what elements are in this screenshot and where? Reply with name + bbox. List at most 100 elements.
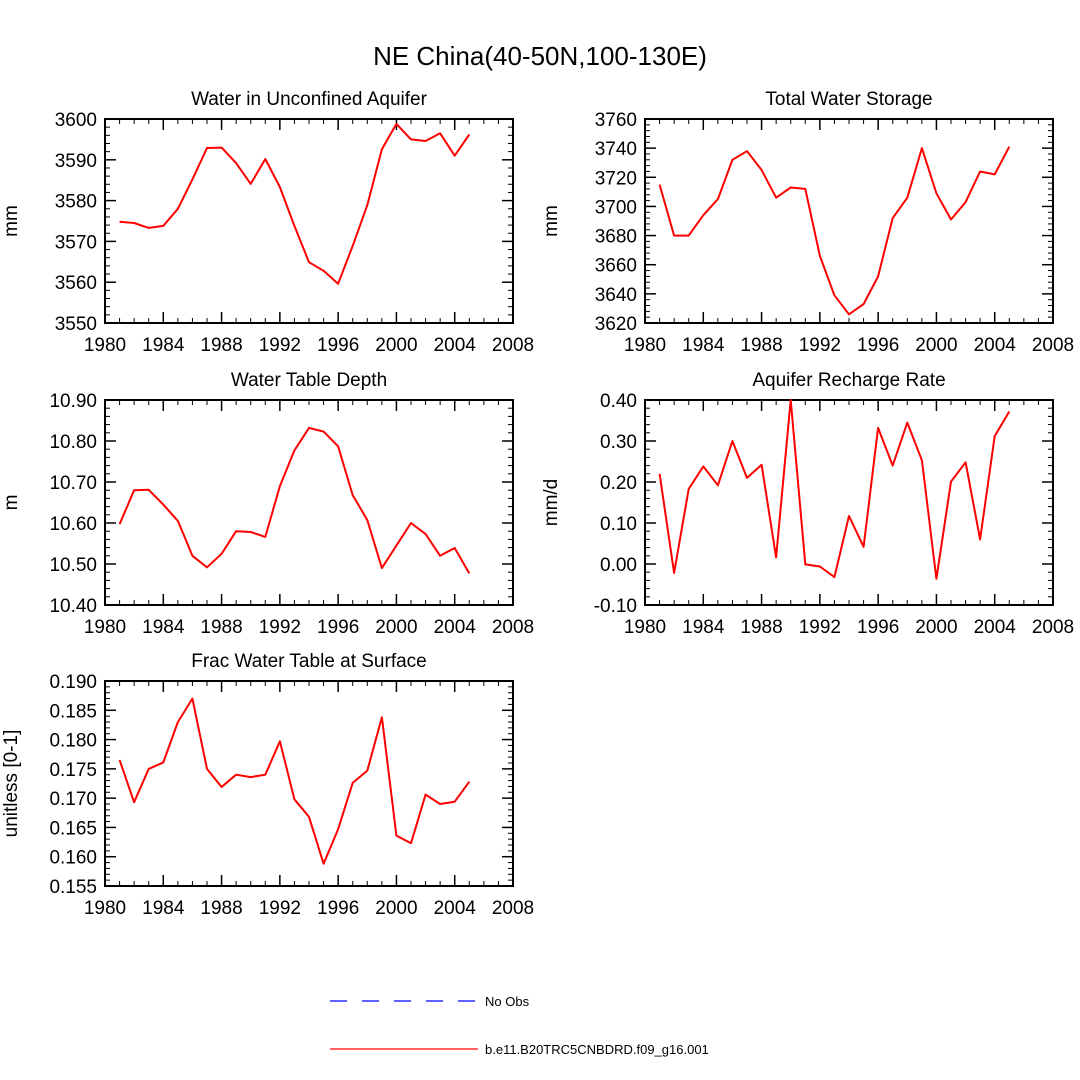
x-tick-label: 1996 <box>317 335 359 356</box>
plot-frame <box>104 399 514 606</box>
x-tick-label: 2008 <box>1032 335 1074 356</box>
y-tick-label: 0.00 <box>600 555 637 576</box>
x-tick-label: 1996 <box>857 335 899 356</box>
y-axis-label: mm <box>541 205 562 237</box>
x-tick-label: 1988 <box>200 617 242 638</box>
y-tick-label: 3720 <box>595 168 637 189</box>
legend-label: No Obs <box>485 994 530 1009</box>
y-tick-label: 3600 <box>55 110 97 131</box>
y-tick-label: 3580 <box>55 192 97 213</box>
x-tick-label: 2000 <box>915 617 957 638</box>
x-tick-label: 2000 <box>375 617 417 638</box>
panels: Water in Unconfined Aquifer mm 1980 1984 198… <box>1 89 1074 919</box>
panel-title: Total Water Storage <box>765 89 932 110</box>
panel-2: Water Table Depth m 1980 1984 1988 1992 1996 20… <box>1 370 534 638</box>
y-axis-label: mm/d <box>541 479 562 527</box>
panel-title: Aquifer Recharge Rate <box>752 370 945 391</box>
y-axis-label: unitless [0-1] <box>1 730 22 838</box>
x-tick-label: 1988 <box>200 335 242 356</box>
y-tick-label: 3550 <box>55 314 97 335</box>
y-tick-label: 3560 <box>55 273 97 294</box>
y-tick-label: 3620 <box>595 314 637 335</box>
x-tick-label: 1980 <box>84 617 126 638</box>
x-tick-label: 1980 <box>84 898 126 919</box>
y-tick-label: 0.180 <box>49 731 97 752</box>
series-line-0 <box>118 697 471 865</box>
y-tick-label: 3700 <box>595 197 637 218</box>
x-tick-label: 2004 <box>434 617 477 638</box>
x-tick-label: 2004 <box>434 335 477 356</box>
y-tick-label: 3760 <box>595 110 637 131</box>
y-tick-label: 10.90 <box>49 391 97 412</box>
x-tick-label: 1992 <box>259 898 301 919</box>
x-tick-label: 1984 <box>142 335 185 356</box>
y-tick-label: 0.185 <box>49 701 97 722</box>
x-tick-label: 2000 <box>915 335 957 356</box>
x-tick-label: 2008 <box>492 335 534 356</box>
panel-3: Aquifer Recharge Rate mm/d 1980 1984 1988 199… <box>541 370 1074 638</box>
y-axis-label: mm <box>1 205 22 237</box>
panel-title: Water in Unconfined Aquifer <box>191 89 428 110</box>
figure-title: NE China(40-50N,100-130E) <box>373 41 707 71</box>
x-tick-label: 1980 <box>84 335 126 356</box>
y-tick-label: 0.170 <box>49 789 97 810</box>
legend: No Obs b.e11.B20TRC5CNBDRD.f09_g16.001 <box>330 994 709 1057</box>
y-tick-label: 10.70 <box>49 473 97 494</box>
panel-title: Frac Water Table at Surface <box>191 651 427 672</box>
panel-4: Frac Water Table at Surface unitless [0-1… <box>1 651 534 919</box>
x-tick-label: 2004 <box>434 898 477 919</box>
x-tick-label: 1996 <box>317 898 359 919</box>
x-tick-label: 1992 <box>799 617 841 638</box>
y-tick-label: 3680 <box>595 227 637 248</box>
y-tick-label: 0.20 <box>600 473 637 494</box>
y-tick-label: 0.175 <box>49 760 97 781</box>
legend-label: b.e11.B20TRC5CNBDRD.f09_g16.001 <box>485 1042 709 1057</box>
x-tick-label: 2004 <box>974 617 1017 638</box>
x-tick-label: 1996 <box>857 617 899 638</box>
y-tick-label: 0.30 <box>600 432 637 453</box>
x-tick-label: 1992 <box>799 335 841 356</box>
y-tick-label: 10.50 <box>49 555 97 576</box>
y-tick-label: 10.40 <box>49 596 97 617</box>
plot-frame <box>104 680 514 887</box>
y-tick-label: 10.60 <box>49 514 97 535</box>
y-tick-label: 0.10 <box>600 514 637 535</box>
series-line-0 <box>118 426 471 574</box>
plot-frame <box>644 399 1054 606</box>
x-tick-label: 2008 <box>1032 617 1074 638</box>
series-line-0 <box>658 146 1011 316</box>
x-tick-label: 2008 <box>492 617 534 638</box>
y-tick-label: 10.80 <box>49 432 97 453</box>
x-tick-label: 2000 <box>375 335 417 356</box>
y-tick-label: 3570 <box>55 232 97 253</box>
x-tick-label: 1984 <box>142 898 185 919</box>
x-tick-label: 2008 <box>492 898 534 919</box>
x-tick-label: 2000 <box>375 898 417 919</box>
y-tick-label: 3640 <box>595 285 637 306</box>
y-tick-label: 0.155 <box>49 877 97 898</box>
x-tick-label: 1980 <box>624 617 666 638</box>
series-line-0 <box>658 399 1011 580</box>
x-tick-label: 1980 <box>624 335 666 356</box>
x-tick-label: 1988 <box>740 617 782 638</box>
y-tick-label: 0.190 <box>49 672 97 693</box>
x-tick-label: 1984 <box>142 617 185 638</box>
y-tick-label: 0.40 <box>600 391 637 412</box>
x-tick-label: 1988 <box>740 335 782 356</box>
y-tick-label: 0.160 <box>49 848 97 869</box>
x-tick-label: 1992 <box>259 617 301 638</box>
y-tick-label: 3590 <box>55 151 97 172</box>
x-tick-label: 1984 <box>682 617 725 638</box>
x-tick-label: 1988 <box>200 898 242 919</box>
panel-1: Total Water Storage mm 1980 1984 1988 1992 199… <box>541 89 1074 356</box>
y-tick-label: -0.10 <box>594 596 637 617</box>
y-tick-label: 3660 <box>595 256 637 277</box>
x-tick-label: 2004 <box>974 335 1017 356</box>
x-tick-label: 1984 <box>682 335 725 356</box>
plot-frame <box>644 118 1054 324</box>
series-line-0 <box>119 122 471 285</box>
legend-item-0: No Obs <box>330 994 530 1009</box>
panel-0: Water in Unconfined Aquifer mm 1980 1984 198… <box>1 89 534 356</box>
y-axis-label: m <box>1 495 22 511</box>
y-tick-label: 0.165 <box>49 818 97 839</box>
